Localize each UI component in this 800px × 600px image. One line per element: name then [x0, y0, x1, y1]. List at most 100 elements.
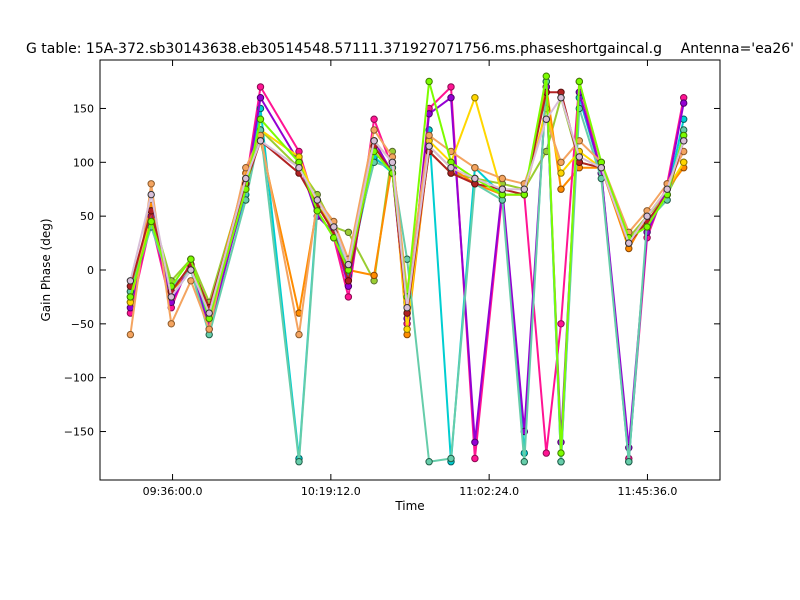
data-point — [167, 320, 176, 328]
data-point — [167, 293, 176, 301]
data-point — [295, 330, 303, 339]
y-tick-label: 0 — [87, 264, 94, 277]
x-tick-label: 09:36:00.0 — [143, 485, 203, 498]
data-point — [557, 449, 565, 457]
data-point — [471, 438, 479, 446]
data-point — [471, 94, 479, 102]
data-point — [680, 158, 688, 167]
data-point — [471, 454, 479, 463]
data-point — [205, 309, 213, 317]
x-tick-label: 11:45:36.0 — [617, 485, 677, 498]
y-tick-label: 100 — [73, 156, 94, 169]
data-point — [403, 304, 411, 312]
data-point — [187, 266, 195, 274]
data-point — [313, 196, 321, 204]
data-point — [471, 164, 479, 172]
data-point — [126, 330, 135, 339]
plot-area — [126, 72, 688, 466]
data-point — [680, 99, 688, 107]
data-point — [520, 185, 528, 193]
data-point — [597, 164, 605, 172]
data-point — [643, 212, 651, 220]
data-point — [557, 94, 565, 102]
data-point — [344, 293, 353, 301]
data-point — [447, 83, 455, 91]
y-axis-label: Gain Phase (deg) — [39, 218, 53, 321]
data-point — [447, 164, 455, 172]
y-tick-label: −50 — [71, 318, 94, 331]
data-point — [542, 449, 550, 457]
data-point — [126, 277, 135, 285]
data-point — [256, 94, 265, 102]
series-10 — [126, 94, 688, 317]
data-point — [542, 72, 550, 80]
data-point — [344, 228, 353, 237]
y-tick-label: 150 — [73, 102, 94, 115]
data-point — [663, 185, 671, 193]
data-point — [403, 325, 411, 333]
data-point — [625, 458, 633, 466]
data-point — [187, 277, 195, 285]
y-tick-label: −150 — [64, 426, 94, 439]
data-point — [370, 137, 378, 145]
data-point — [557, 185, 565, 193]
data-point — [388, 158, 397, 167]
data-point — [498, 185, 506, 193]
data-point — [147, 180, 155, 188]
x-axis-label: Time — [394, 499, 424, 513]
data-point — [330, 234, 338, 242]
data-point — [425, 77, 433, 86]
series-line — [129, 91, 685, 315]
data-point — [187, 255, 195, 263]
data-point — [370, 115, 378, 123]
data-point — [625, 239, 633, 247]
data-point — [520, 458, 528, 466]
data-point — [557, 458, 565, 466]
chart-subtitle: Antenna='ea26' — [681, 41, 794, 57]
data-point — [557, 320, 565, 328]
data-point — [542, 115, 550, 123]
y-axis: −150 −100 −50 0 50 100 150 — [64, 102, 720, 439]
data-point — [370, 271, 378, 280]
data-point — [425, 458, 433, 466]
data-point — [313, 207, 321, 215]
data-point — [295, 164, 303, 172]
data-point — [498, 174, 506, 183]
data-point — [403, 255, 411, 263]
data-point — [256, 115, 265, 123]
data-point — [242, 164, 250, 172]
data-point — [256, 83, 265, 91]
series-2 — [126, 77, 688, 463]
data-point — [557, 169, 565, 177]
series-3 — [126, 77, 688, 466]
data-point — [256, 137, 265, 145]
series-line — [129, 96, 685, 315]
data-point — [575, 77, 583, 86]
chart-title: G table: 15A-372.sb30143638.eb30514548.5… — [26, 41, 662, 57]
series-9 — [126, 72, 688, 457]
x-tick-label: 10:19:12.0 — [301, 485, 361, 498]
x-tick-label: 11:02:24.0 — [459, 485, 519, 498]
data-point — [643, 223, 651, 231]
data-point — [471, 174, 479, 183]
data-point — [447, 94, 455, 102]
data-point — [680, 137, 688, 145]
data-point — [147, 190, 155, 199]
series-6 — [126, 77, 688, 466]
data-point — [330, 223, 338, 231]
data-point — [370, 126, 378, 134]
x-axis: 09:36:00.0 10:19:12.0 11:02:24.0 11:45:36.0 — [143, 60, 677, 498]
data-point — [344, 277, 353, 285]
data-point — [447, 454, 455, 463]
series-line — [129, 80, 685, 463]
data-point — [147, 217, 155, 226]
y-tick-label: 50 — [80, 210, 94, 223]
data-point — [425, 142, 433, 150]
data-point — [425, 131, 433, 140]
series-line — [129, 80, 685, 460]
data-point — [344, 260, 353, 269]
data-point — [575, 153, 583, 161]
series-line — [129, 96, 685, 315]
data-point — [126, 293, 135, 301]
